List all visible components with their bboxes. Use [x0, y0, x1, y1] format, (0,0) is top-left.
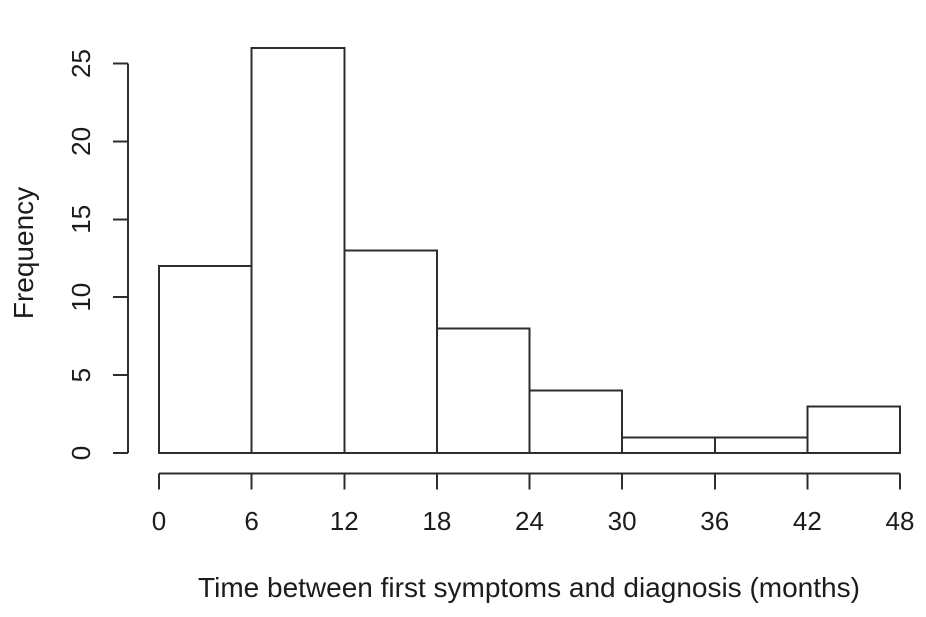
x-tick-label: 18: [422, 506, 451, 536]
x-tick-label: 42: [793, 506, 822, 536]
y-axis-title: Frequency: [8, 187, 39, 319]
y-tick-label: 15: [66, 205, 96, 234]
histogram-bar: [158, 265, 253, 455]
x-tick-label: 36: [700, 506, 729, 536]
y-tick-label: 0: [66, 446, 96, 460]
histogram-bar: [713, 436, 809, 455]
histogram-bar: [621, 436, 716, 455]
y-tick-label: 25: [66, 49, 96, 78]
x-tick-label: 48: [886, 506, 915, 536]
histogram-bar: [343, 249, 438, 454]
x-axis-title: Time between first symptoms and diagnosi…: [198, 572, 860, 603]
x-tick-label: 24: [515, 506, 544, 536]
y-tick-label: 20: [66, 127, 96, 156]
x-tick-label: 12: [330, 506, 359, 536]
plot-area: 0 5 10 15 20 25 0 6 12 18 24 30 36 42 48: [66, 46, 915, 536]
histogram-bar: [250, 46, 346, 454]
histogram-bar: [528, 389, 624, 454]
y-tick-label: 5: [66, 368, 96, 382]
y-tick-label: 10: [66, 283, 96, 312]
x-tick-label: 30: [608, 506, 637, 536]
x-tick-label: 0: [152, 506, 166, 536]
histogram-bar: [435, 327, 531, 454]
x-tick-label: 6: [244, 506, 258, 536]
histogram-bar: [806, 405, 901, 455]
